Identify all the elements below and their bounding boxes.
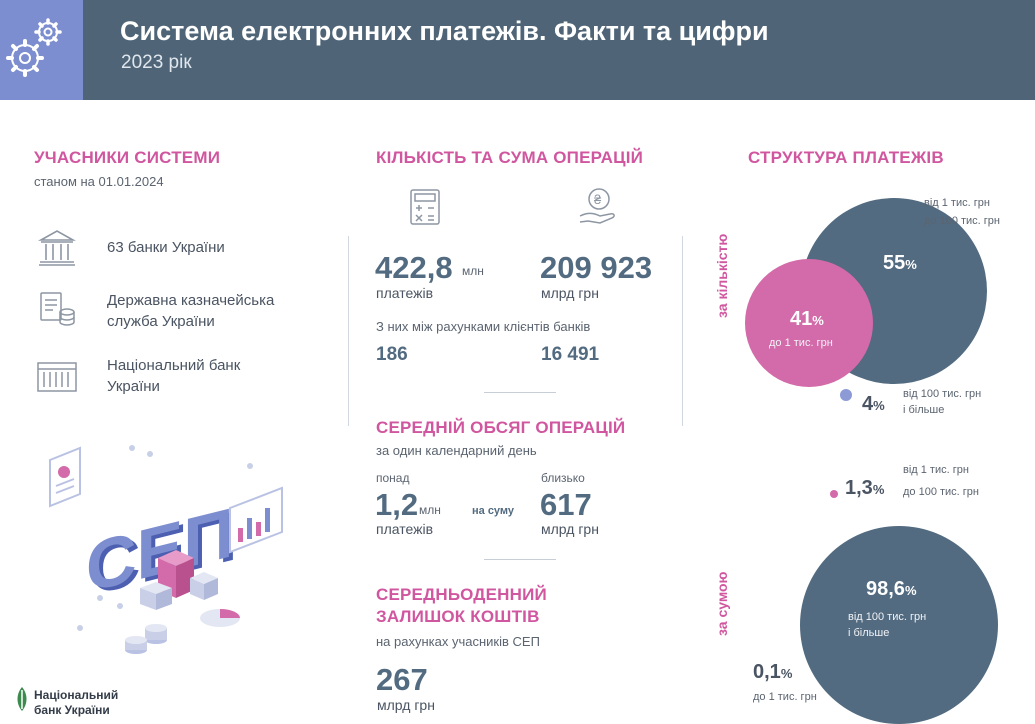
participants-title: УЧАСНИКИ СИСТЕМИ — [34, 148, 221, 167]
sum-large-pct: 98,6% — [866, 578, 917, 600]
average-count-unit: млн — [419, 503, 441, 517]
nbu-logo-line2: банк України — [34, 703, 110, 717]
count-tiny-dot — [840, 389, 852, 401]
sum-small-pct: 0,1% — [753, 661, 793, 683]
average-subtitle: за один календарний день — [376, 443, 537, 458]
operations-sum-label: млрд грн — [541, 285, 599, 301]
count-large-range-line2: до 100 тис. грн — [924, 215, 1001, 227]
sum-small-range: до 1 тис. грн — [753, 691, 817, 703]
operations-between-count: 186 — [376, 344, 408, 365]
count-small-circle — [745, 259, 873, 387]
participants-date: станом на 01.01.2024 — [34, 174, 164, 189]
balance-title-line2: ЗАЛИШОК КОШТІВ — [376, 607, 540, 626]
operations-count-label: платежів — [376, 285, 434, 301]
divider-right — [682, 236, 683, 426]
average-connector: на суму — [472, 505, 515, 517]
participant-nbu-line2: України — [107, 378, 160, 395]
sum-mid-range-line2: до 100 тис. грн — [903, 486, 980, 498]
operations-count-unit: млн — [462, 264, 484, 278]
sum-large-range-line2: і більше — [848, 627, 890, 639]
nbu-logo-icon — [17, 687, 27, 711]
treasury-icon — [40, 292, 75, 326]
count-small-range: до 1 тис. грн — [769, 337, 833, 349]
structure-title: СТРУКТУРА ПЛАТЕЖІВ — [748, 148, 944, 167]
national-bank-icon — [37, 362, 77, 392]
sum-large-circle — [800, 526, 998, 724]
svg-text:₴: ₴ — [594, 192, 602, 207]
gears-icon — [6, 18, 62, 77]
balance-subtitle: на рахунках учасників СЕП — [376, 634, 540, 649]
count-tiny-range-line1: від 100 тис. грн — [903, 388, 982, 400]
calculator-icon — [410, 189, 440, 225]
average-count-prefix: понад — [376, 471, 410, 485]
operations-between-label: З них між рахунками клієнтів банків — [376, 319, 591, 334]
balance-value: 267 — [376, 662, 428, 697]
separator-2 — [484, 559, 556, 560]
count-tiny-range-line2: і більше — [903, 404, 945, 416]
operations-between-sum: 16 491 — [541, 344, 600, 365]
sum-mid-range-line1: від 1 тис. грн — [903, 464, 969, 476]
balance-unit: млрд грн — [377, 697, 435, 713]
bank-building-icon — [38, 230, 76, 266]
sep-illustration: СЕП СЕП — [40, 428, 310, 668]
nbu-logo-line1: Національний — [34, 688, 119, 702]
divider-left — [348, 236, 349, 426]
hand-coin-icon: ₴ — [579, 188, 615, 224]
participant-nbu-line1: Національний банк — [107, 357, 241, 374]
operations-sum-value: 209 923 — [540, 250, 653, 285]
page-title: Система електронних платежів. Факти та ц… — [120, 16, 769, 46]
operations-title: КІЛЬКІСТЬ ТА СУМА ОПЕРАЦІЙ — [376, 148, 644, 167]
header-banner — [0, 0, 1035, 100]
participant-treasury-line2: служба України — [107, 313, 215, 330]
balance-title-line1: СЕРЕДНЬОДЕННИЙ — [376, 585, 547, 604]
average-sum-prefix: близько — [541, 471, 585, 485]
average-sum-value: 617 — [540, 487, 592, 522]
operations-count-value: 422,8 — [375, 250, 453, 285]
sum-mid-pct: 1,3% — [845, 477, 885, 499]
sum-mid-dot — [830, 490, 838, 498]
sum-large-range-line1: від 100 тис. грн — [848, 611, 927, 623]
average-sum-label: млрд грн — [541, 521, 599, 537]
by-sum-axis-label: за сумою — [714, 571, 730, 636]
header-icon-tile — [0, 0, 83, 100]
count-tiny-pct: 4% — [862, 393, 885, 415]
average-count-value: 1,2 — [375, 487, 419, 522]
average-title: СЕРЕДНІЙ ОБСЯГ ОПЕРАЦІЙ — [376, 418, 626, 437]
average-count-label: платежів — [376, 521, 434, 537]
separator-1 — [484, 392, 556, 393]
participant-treasury-line1: Державна казначейська — [107, 292, 275, 309]
by-count-axis-label: за кількістю — [714, 233, 730, 318]
participant-banks: 63 банки України — [107, 239, 225, 256]
page-subtitle: 2023 рік — [121, 52, 192, 73]
count-large-range-line1: від 1 тис. грн — [924, 197, 990, 209]
count-small-pct: 41% — [790, 308, 824, 330]
count-large-pct: 55% — [883, 252, 917, 274]
